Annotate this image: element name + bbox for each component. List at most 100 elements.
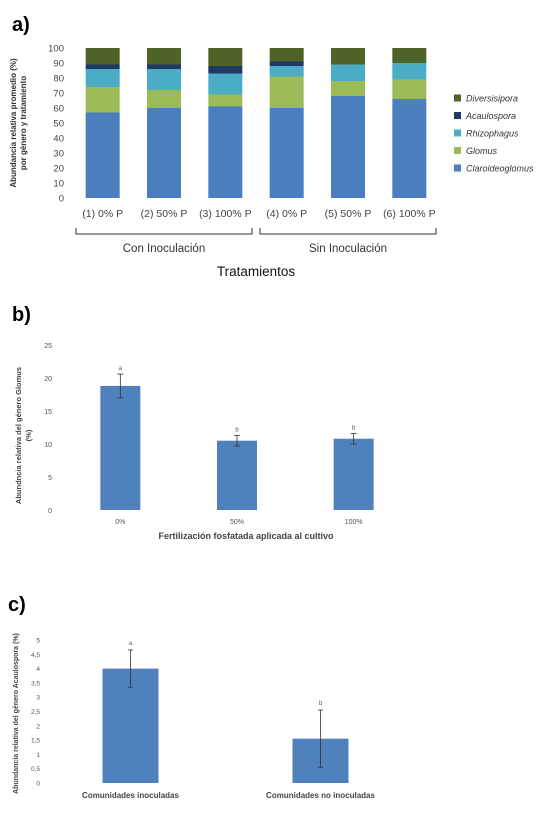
y-axis-title: Abundancia relativa del género Acaulospo… — [13, 633, 20, 794]
x-axis-title: Fertilización fosfatada aplicada al cult… — [158, 531, 334, 541]
bar-segment-diversisipora — [269, 48, 304, 62]
y-tick-label: 25 — [44, 343, 52, 350]
y-tick-label: 1 — [36, 752, 40, 759]
legend-swatch-diversisipora — [454, 94, 461, 102]
panel-c-label: c) — [8, 594, 26, 616]
significance-letter: b — [352, 425, 356, 431]
x-tick-label: (4) 0% P — [266, 208, 307, 220]
bar-segment-rhizophagus — [85, 69, 120, 87]
x-tick-label: Comunidades no inoculadas — [266, 791, 375, 800]
bar-segment-claroideoglomus — [269, 108, 304, 198]
bar-segment-glomus — [269, 76, 304, 108]
bar-segment-acaulospora — [147, 64, 181, 69]
bar — [102, 668, 159, 783]
x-tick-label: (6) 100% P — [383, 208, 436, 220]
x-tick-label: 100% — [345, 519, 363, 526]
y-tick-label: 0 — [48, 508, 52, 515]
legend-label-diversisipora: Diversisipora — [466, 94, 518, 104]
y-tick-label: 90 — [53, 59, 64, 70]
x-axis-title: Tratamientos — [217, 264, 296, 279]
chart-b-glomus-bar: 0 5 10 15 20 25 Abundncia relativa del género … — [14, 343, 374, 541]
bar — [333, 438, 374, 510]
x-tick-label: 50% — [230, 519, 244, 526]
bar — [217, 440, 257, 510]
legend-swatch-glomus — [454, 147, 461, 154]
y-axis-title: Abundncia relativa del género Glomus(%) — [14, 367, 33, 504]
y-tick-label: 2,5 — [31, 709, 40, 716]
bar-segment-claroideoglomus — [208, 106, 243, 198]
bar-segment-diversisipora — [208, 48, 243, 66]
bar-segment-acaulospora — [269, 61, 304, 66]
bar-segment-diversisipora — [147, 48, 181, 65]
significance-letter: b — [319, 701, 323, 707]
y-tick-label: 0 — [59, 194, 64, 205]
x-tick-label: (3) 100% P — [199, 208, 252, 220]
y-tick-label: 5 — [48, 475, 52, 482]
bar-segment-diversisipora — [392, 48, 427, 63]
y-tick-label: 80 — [53, 74, 64, 85]
significance-letter: a — [119, 366, 123, 372]
y-axis-title-line2: (%) — [24, 429, 33, 441]
y-tick-label: 30 — [53, 149, 64, 160]
y-axis-title-line1: Abundancia relativa promedio (%) — [9, 58, 18, 188]
bar-segment-acaulospora — [85, 64, 120, 69]
chart-a-stacked-bar: 0 10 20 30 40 50 60 70 80 90 100 Abundancia relativ… — [9, 44, 534, 280]
bar-segment-claroideoglomus — [147, 108, 181, 198]
y-tick-label: 3 — [36, 695, 40, 702]
bar-segment-glomus — [392, 79, 427, 99]
y-tick-label: 15 — [44, 409, 52, 416]
bar-segment-diversisipora — [331, 48, 365, 65]
y-tick-label: 4 — [36, 666, 40, 673]
x-tick-label: (1) 0% P — [82, 208, 123, 220]
legend-label-glomus: Glomus — [466, 146, 498, 156]
y-tick-label: 20 — [53, 164, 64, 175]
y-tick-label: 2 — [36, 723, 40, 730]
bar-segment-rhizophagus — [147, 69, 181, 90]
significance-letter: a — [129, 641, 133, 647]
y-axis-title: Abundancia relativa promedio (%)por géne… — [9, 58, 28, 188]
bar-segment-diversisipora — [85, 48, 120, 65]
y-tick-label: 0,5 — [31, 766, 40, 773]
bar-segment-rhizophagus — [392, 63, 427, 80]
bar-segment-acaulospora — [208, 66, 243, 74]
y-tick-label: 60 — [53, 104, 64, 115]
y-tick-label: 5 — [36, 638, 40, 645]
bar-segment-glomus — [85, 87, 120, 113]
group-label: Con Inoculación — [123, 243, 205, 255]
y-tick-label: 20 — [44, 376, 52, 383]
group-label: Sin Inoculación — [309, 243, 387, 255]
y-axis-title-line2: por género y tratamiento — [19, 76, 28, 170]
y-tick-label: 10 — [53, 179, 64, 190]
bar-segment-glomus — [331, 81, 365, 96]
bar-segment-rhizophagus — [269, 66, 304, 77]
bar — [100, 385, 141, 510]
legend-swatch-rhizophagus — [454, 129, 461, 137]
bar-segment-claroideoglomus — [392, 99, 427, 198]
significance-letter: b — [235, 427, 239, 433]
y-tick-label: 40 — [53, 134, 64, 145]
group-bracket — [259, 228, 437, 235]
y-tick-label: 50 — [53, 119, 64, 130]
y-tick-label: 70 — [53, 89, 64, 100]
y-tick-label: 100 — [48, 44, 64, 55]
bar-segment-glomus — [147, 90, 181, 108]
y-tick-label: 3,5 — [31, 680, 40, 687]
y-axis-title-line1: Abundncia relativa del género Glomus — [14, 367, 23, 504]
bar-segment-glomus — [208, 94, 243, 107]
legend-label-acaulospora: Acaulospora — [465, 111, 516, 121]
legend-swatch-claroideoglomus — [454, 164, 461, 172]
x-tick-label: (2) 50% P — [141, 208, 188, 220]
legend-swatch-acaulospora — [454, 112, 461, 119]
y-tick-label: 1,5 — [31, 738, 40, 745]
x-tick-label: Comunidades inoculadas — [82, 791, 179, 800]
y-tick-label: 0 — [36, 781, 40, 788]
bar-segment-claroideoglomus — [85, 112, 120, 198]
bar-segment-rhizophagus — [208, 73, 243, 95]
y-tick-label: 4,5 — [31, 652, 40, 659]
y-tick-label: 10 — [44, 442, 52, 449]
legend-label-rhizophagus: Rhizophagus — [466, 129, 519, 139]
x-tick-label: 0% — [115, 519, 125, 526]
panel-b-label: b) — [12, 304, 31, 326]
group-bracket — [75, 228, 253, 235]
